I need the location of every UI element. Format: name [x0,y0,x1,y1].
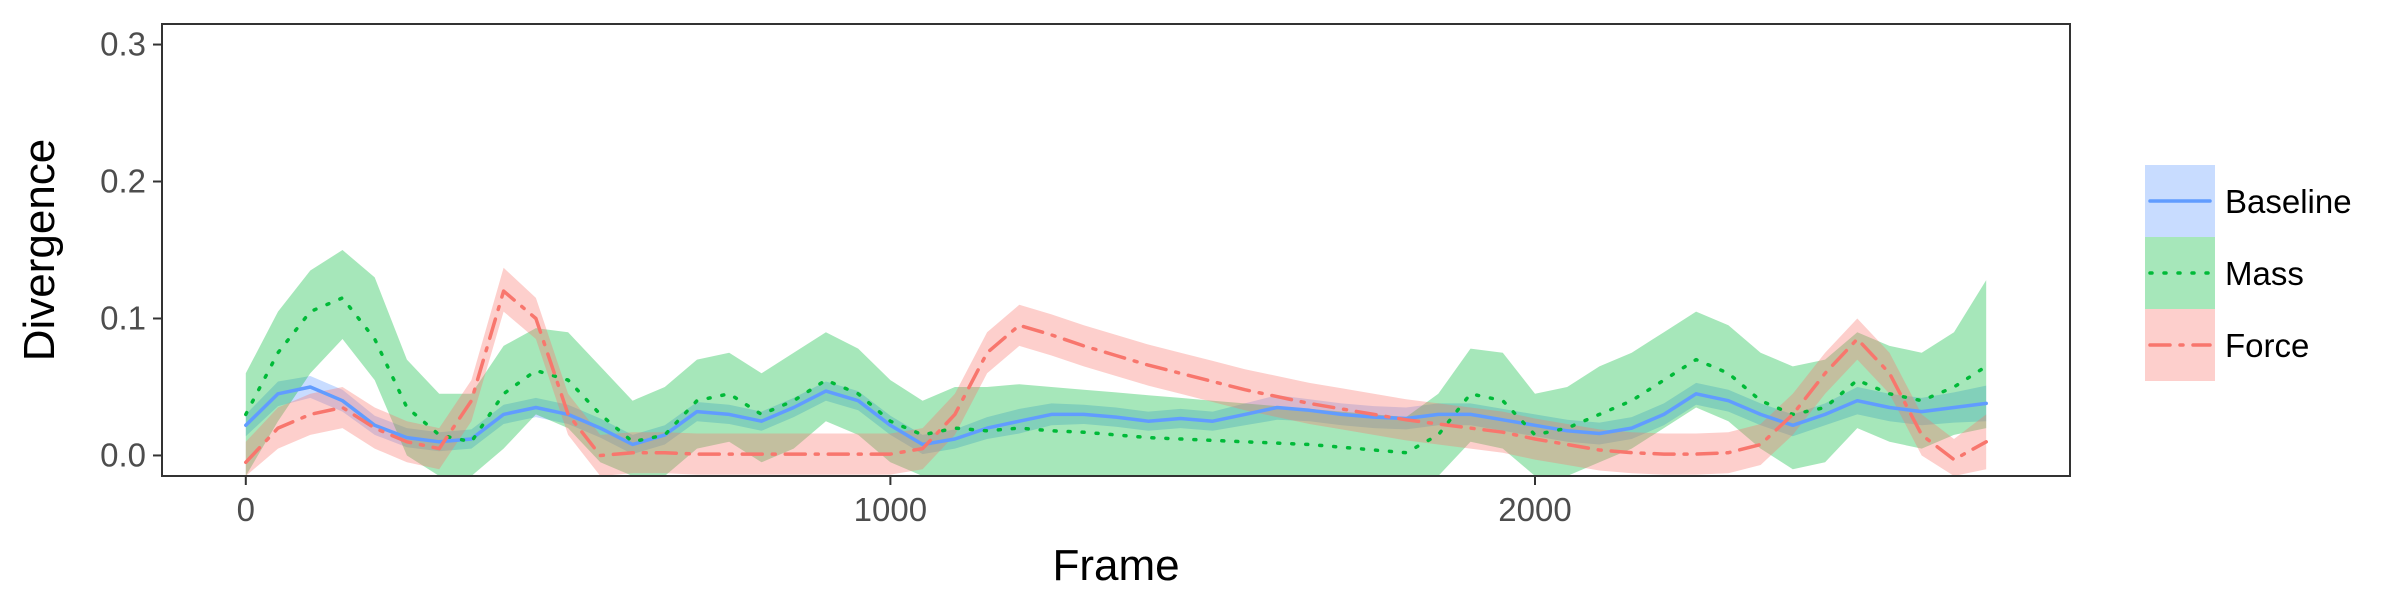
force-line [244,289,1988,465]
legend-item-baseline: Baseline [2145,165,2352,237]
mass-confidence-band [245,250,1987,476]
series-lines [244,289,1988,465]
legend-label-force: Force [2225,327,2309,364]
x-tick-label: 1000 [854,491,927,528]
x-tick-label: 2000 [1498,491,1571,528]
x-tick-label: 0 [237,491,255,528]
y-tick-label: 0.2 [100,163,146,200]
baseline-confidence-band [245,376,1987,455]
y-tick-label: 0.3 [100,26,146,63]
legend-item-mass: Mass [2145,237,2304,309]
baseline-line [244,385,1988,447]
x-axis: 0 1000 2000 [237,476,1572,528]
mass-line [244,296,1988,455]
legend-label-baseline: Baseline [2225,183,2352,220]
legend-label-mass: Mass [2225,255,2304,292]
confidence-bands [245,250,1987,476]
plot-panel-border [161,23,2071,477]
legend-item-force: Force [2145,309,2309,381]
y-axis: 0.0 0.1 0.2 0.3 [100,26,162,473]
y-axis-title: Divergence [15,139,64,362]
x-axis-title: Frame [1052,541,1179,590]
y-tick-label: 0.0 [100,436,146,473]
y-tick-label: 0.1 [100,299,146,336]
legend: Baseline Mass Force [2145,165,2352,381]
force-confidence-band [245,267,1987,476]
